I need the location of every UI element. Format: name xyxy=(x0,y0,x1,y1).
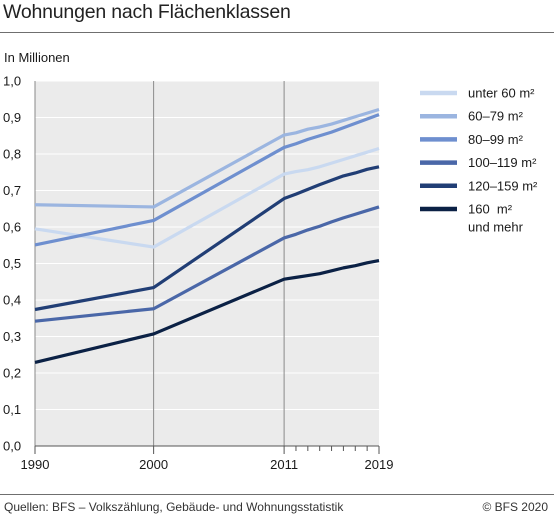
series-line-4 xyxy=(34,165,380,312)
series-lines xyxy=(34,107,380,364)
y-tick-label: 0,9 xyxy=(3,110,21,125)
legend-label: 80–99 m² xyxy=(468,132,524,147)
y-tick-label: 0,5 xyxy=(3,256,21,271)
chart-title: Wohnungen nach Flächenklassen xyxy=(3,1,291,23)
legend-label: 100–119 m² xyxy=(468,155,537,170)
y-tick-label: 0,7 xyxy=(3,183,21,198)
legend-label: 60–79 m² xyxy=(468,109,524,124)
x-axis-ticks: 1990 2000 2011 2019 xyxy=(21,446,394,472)
y-tick-label: 0,8 xyxy=(3,147,21,162)
series-line-1 xyxy=(34,107,380,209)
y-axis-ticks: 0,0 0,1 0,2 0,3 0,4 0,5 0,6 0,7 0,8 0,9 1,0 xyxy=(3,74,21,454)
source-note: Quellen: BFS – Volkszählung, Gebäude- un… xyxy=(4,500,344,514)
legend-label: unter 60 m² xyxy=(468,86,535,101)
series-line-3 xyxy=(34,205,380,323)
footer-divider xyxy=(0,494,554,495)
y-tick-label: 0,0 xyxy=(3,439,21,454)
y-tick-label: 1,0 xyxy=(3,74,21,89)
y-tick-label: 0,6 xyxy=(3,220,21,235)
x-tick-label: 2011 xyxy=(270,457,298,472)
legend: unter 60 m² 60–79 m² 80–99 m² 100–119 m² 120… xyxy=(420,86,538,235)
series-line-2 xyxy=(34,113,380,247)
series-line-5 xyxy=(34,259,380,364)
y-tick-label: 0,3 xyxy=(3,329,21,344)
copyright-note: © BFS 2020 xyxy=(482,500,548,514)
y-tick-label: 0,2 xyxy=(3,366,21,381)
x-tick-label: 2000 xyxy=(139,457,168,472)
x-tick-label: 2019 xyxy=(365,457,394,472)
y-axis-label: In Millionen xyxy=(4,50,70,65)
x-tick-label: 1990 xyxy=(21,457,50,472)
y-tick-label: 0,4 xyxy=(3,293,21,308)
y-tick-label: 0,1 xyxy=(3,402,21,417)
legend-label: 120–159 m² xyxy=(468,178,538,193)
legend-label: 160 m² und mehr xyxy=(468,202,524,235)
series-line-0 xyxy=(34,147,380,249)
title-divider xyxy=(0,32,554,33)
